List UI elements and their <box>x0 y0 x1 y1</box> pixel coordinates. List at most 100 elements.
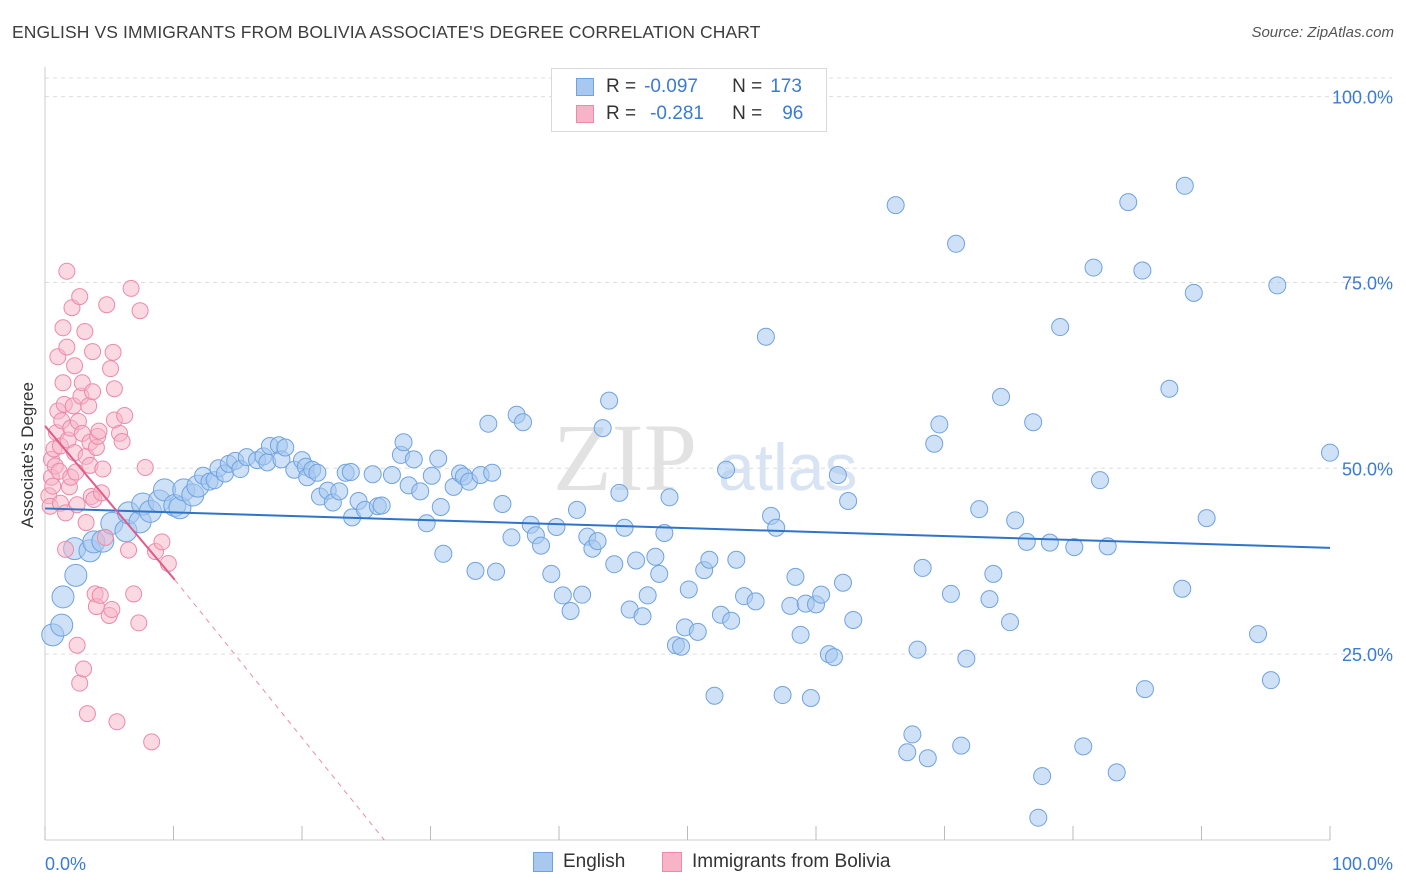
x-tick-label-min: 0.0% <box>45 854 86 874</box>
english-point <box>898 743 917 762</box>
bolivia-point <box>84 343 102 361</box>
english-point <box>483 463 502 482</box>
english-point <box>722 611 741 630</box>
english-point <box>1184 283 1203 302</box>
legend-english-r-value: -0.097 <box>644 76 698 97</box>
english-point <box>1006 511 1025 530</box>
english-point <box>660 488 679 507</box>
bolivia-point <box>77 514 95 532</box>
english-point <box>812 585 831 604</box>
bottom-bolivia-label: Immigrants from Bolivia <box>692 851 891 872</box>
english-point <box>833 573 852 592</box>
bolivia-point <box>96 528 114 546</box>
english-point <box>1321 443 1339 462</box>
bolivia-point <box>131 302 149 320</box>
bolivia-point <box>98 296 116 314</box>
bolivia-point <box>104 343 122 361</box>
y-tick-label: 50.0% <box>1342 459 1393 479</box>
english-point <box>487 562 506 581</box>
english-point <box>1017 532 1036 551</box>
legend-english-n-value: 173 <box>770 76 802 97</box>
english-point <box>600 391 619 410</box>
english-point <box>980 590 999 609</box>
series-bolivia <box>40 262 177 751</box>
english-point <box>824 648 843 667</box>
english-point <box>605 555 624 574</box>
english-point <box>886 196 905 215</box>
english-point <box>466 561 485 580</box>
english-point <box>1197 509 1216 528</box>
english-point <box>1135 680 1154 699</box>
bolivia-point <box>125 585 143 603</box>
axes <box>44 67 1331 841</box>
english-point <box>1051 318 1070 337</box>
english-trend-line <box>44 507 1331 549</box>
bolivia-point <box>57 540 75 558</box>
bolivia-point <box>76 323 94 341</box>
english-point <box>1133 261 1152 280</box>
english-point <box>1160 379 1179 398</box>
english-point <box>839 492 858 511</box>
english-point <box>308 463 327 482</box>
english-point <box>330 482 349 501</box>
english-point <box>567 500 586 519</box>
bolivia-point <box>54 319 72 337</box>
english-point <box>422 466 441 485</box>
bolivia-point <box>143 733 161 751</box>
english-point <box>646 547 665 566</box>
english-point <box>1033 767 1052 786</box>
english-point <box>1090 471 1109 490</box>
english-point <box>417 514 436 533</box>
bolivia-point <box>44 477 62 495</box>
english-point <box>947 234 966 253</box>
english-point <box>952 736 971 755</box>
english-point <box>404 450 423 469</box>
y-tick-label: 100.0% <box>1332 88 1393 108</box>
bottom-legend-bolivia: Immigrants from Bolivia <box>662 851 891 873</box>
trend-lines <box>44 425 1331 841</box>
english-point <box>429 449 448 468</box>
english-point <box>610 483 629 502</box>
english-point <box>547 518 566 537</box>
english-point <box>627 551 646 570</box>
english-point <box>903 725 922 744</box>
english-point <box>411 482 430 501</box>
english-point <box>638 586 657 605</box>
english-point <box>51 585 75 609</box>
english-point <box>786 567 805 586</box>
bolivia-point <box>105 380 123 398</box>
english-point <box>502 528 521 547</box>
english-point <box>672 637 691 656</box>
english-point <box>1065 538 1084 557</box>
legend-bolivia-n-label: N = <box>732 103 763 124</box>
english-point <box>700 550 719 569</box>
english-point <box>791 625 810 644</box>
english-point <box>773 686 792 705</box>
x-tick-label-max: 100.0% <box>1332 854 1393 874</box>
english-point <box>1001 613 1020 632</box>
english-swatch <box>576 78 594 96</box>
english-point <box>1249 625 1268 644</box>
bolivia-trend-extension <box>174 579 385 841</box>
bolivia-point <box>108 713 126 731</box>
english-point <box>64 563 88 587</box>
bolivia-point <box>120 541 138 559</box>
english-point <box>930 415 949 434</box>
english-point <box>561 602 580 621</box>
english-point <box>1040 533 1059 552</box>
english-point <box>493 494 512 513</box>
english-point <box>479 414 498 433</box>
tick-labels: 25.0% 50.0% 75.0% 100.0% 0.0% 100.0% <box>45 88 1393 874</box>
english-point <box>844 610 863 629</box>
bolivia-point <box>102 360 120 378</box>
english-point <box>781 596 800 615</box>
bolivia-point <box>91 586 109 604</box>
bolivia-point <box>159 554 177 572</box>
english-point <box>553 586 572 605</box>
english-point <box>276 438 295 457</box>
english-point <box>341 463 360 482</box>
bolivia-point <box>71 674 89 692</box>
bolivia-point <box>94 460 112 478</box>
english-point <box>727 550 746 569</box>
english-point <box>1261 671 1280 690</box>
